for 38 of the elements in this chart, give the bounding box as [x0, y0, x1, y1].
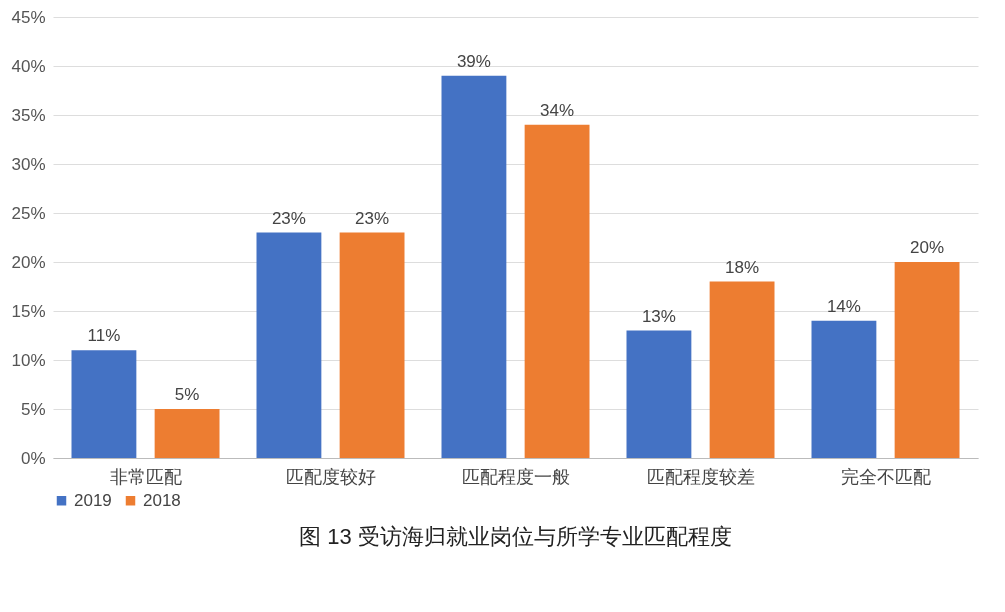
data-label: 14% — [826, 296, 861, 316]
bar — [441, 75, 507, 458]
data-label: 20% — [910, 238, 945, 257]
data-label: 39% — [456, 51, 491, 71]
x-tick-label: 非常匹配 — [109, 466, 182, 487]
y-tick-label: 40% — [11, 56, 46, 76]
data-label: 23% — [355, 208, 390, 228]
y-tick-label: 15% — [11, 301, 46, 321]
bar — [256, 232, 322, 458]
bar — [154, 409, 220, 458]
text: 图 13 受访海归就业岗位与所学专业匹配程度 — [299, 524, 732, 549]
y-tick-label: 20% — [11, 252, 46, 272]
bar — [339, 232, 405, 458]
bar — [71, 350, 137, 458]
data-label: 34% — [540, 100, 575, 120]
legend-label: 2019 — [74, 490, 112, 510]
data-label: 23% — [271, 208, 306, 228]
y-tick-label: 5% — [20, 399, 46, 419]
y-tick-label: 30% — [11, 154, 46, 174]
data-label: 13% — [641, 306, 676, 326]
data-label: 5% — [174, 385, 200, 404]
bar — [709, 281, 775, 458]
bar — [811, 320, 877, 458]
bar — [626, 330, 692, 458]
y-tick-label: 25% — [11, 203, 46, 223]
y-tick-label: 45% — [11, 7, 46, 27]
x-tick-label: 匹配度较好 — [285, 466, 376, 487]
y-tick-label: 10% — [11, 350, 46, 370]
y-tick-label: 0% — [20, 448, 46, 468]
y-tick-label: 35% — [11, 105, 46, 125]
x-tick-label: 匹配程度较差 — [646, 466, 755, 487]
bar — [524, 124, 590, 458]
x-tick-label: 匹配程度一般 — [461, 466, 570, 487]
data-label: 18% — [725, 257, 760, 277]
legend-label: 2018 — [143, 490, 181, 510]
data-label: 11% — [87, 326, 121, 346]
bar — [894, 262, 960, 458]
x-tick-label: 完全不匹配 — [840, 466, 931, 487]
